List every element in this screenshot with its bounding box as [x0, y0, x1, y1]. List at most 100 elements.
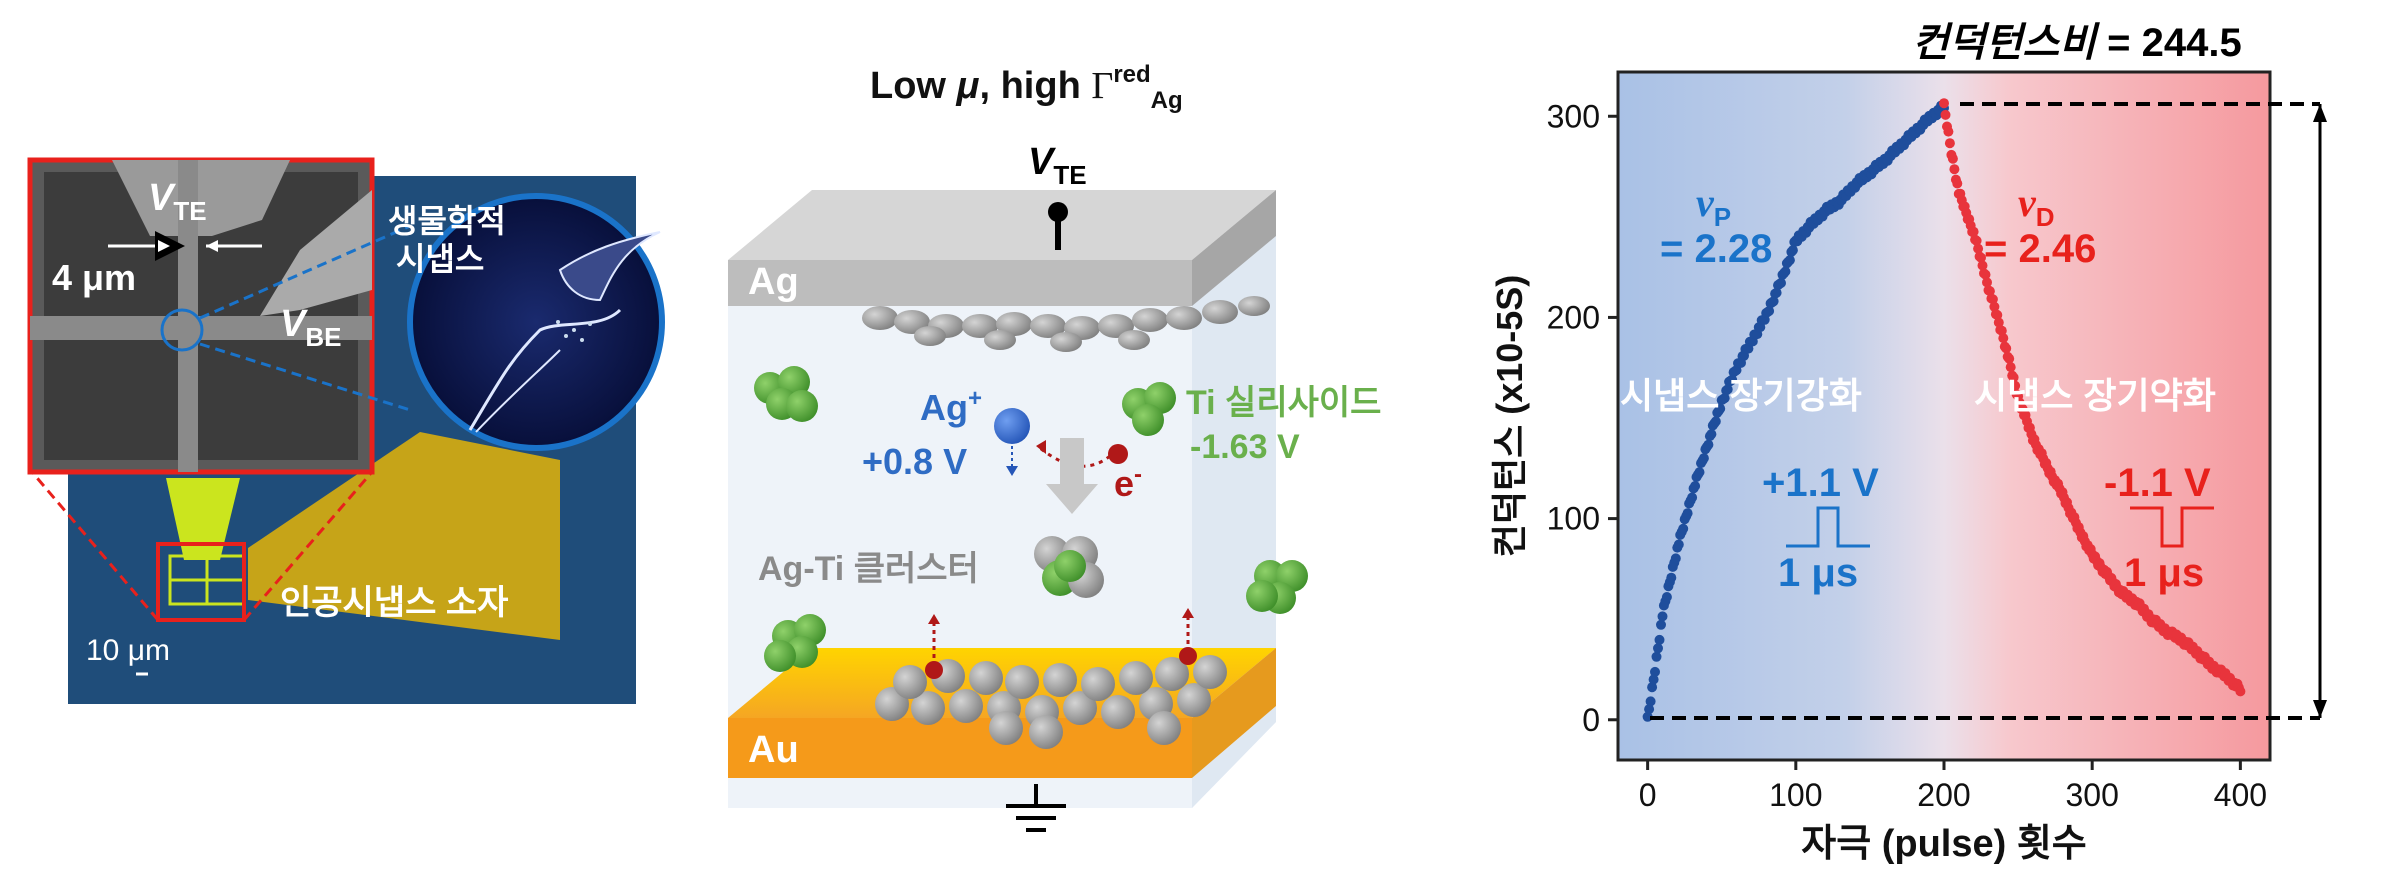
data-point-potentiation	[1661, 592, 1672, 602]
ag-bumps	[862, 296, 1270, 352]
device-electrode-tip	[166, 478, 240, 560]
ti-silicide-cluster	[754, 366, 1308, 672]
data-point-potentiation	[1710, 416, 1721, 427]
device-electrode	[248, 432, 560, 640]
data-point-depression	[1947, 153, 1958, 164]
y-axis-title: 컨덕턴스 (x10-5S)	[1489, 275, 1530, 558]
vte-terminal	[1048, 202, 1068, 222]
data-point-depression	[1973, 243, 1984, 254]
data-point-potentiation	[1678, 523, 1689, 534]
data-point-depression	[1989, 301, 2000, 312]
left-panel: VTE 4 μm VBE 생물학적 시냅스 인공시냅스 소자 10 μm	[27, 157, 665, 704]
pos-pulse-label: +1.1 V	[1762, 461, 1879, 505]
electron-label: e-	[1114, 461, 1142, 504]
data-point-depression	[1952, 178, 1963, 189]
data-point-depression	[1944, 138, 1955, 149]
data-point-potentiation	[1715, 403, 1726, 414]
data-point-depression	[1996, 325, 2007, 336]
nu-p-label: νP	[1696, 180, 1731, 232]
x-tick-label: 200	[1917, 777, 1970, 813]
data-point-depression	[1949, 164, 1960, 175]
data-point-depression	[1976, 252, 1986, 263]
tick-layer: 0 100 200 300 400 0 100 200 300	[1547, 98, 2267, 813]
reduction-arrow	[1046, 438, 1098, 514]
data-point-potentiation	[1690, 481, 1701, 491]
data-point-depression	[2235, 686, 2246, 697]
y-tick-label: 300	[1547, 98, 1600, 134]
data-point-depression	[2008, 372, 2019, 383]
data-point-potentiation	[1694, 467, 1705, 478]
data-point-potentiation	[1644, 704, 1655, 715]
chart-marks	[1642, 98, 2246, 722]
y-tick-label: 0	[1582, 702, 1600, 738]
ag-ion-label: Ag+	[920, 385, 982, 428]
ti-silicide-label: Ti 실리사이드	[1186, 384, 1381, 422]
vte-label: VTE	[1028, 141, 1087, 190]
scale-bar-label: 10 μm	[86, 634, 170, 667]
x-tick-label: 400	[2214, 777, 2267, 813]
data-point-potentiation	[1768, 296, 1779, 307]
ltd-label: 시냅스 장기약화	[1974, 375, 2216, 416]
neg-pulse-width: 1 μs	[2124, 551, 2204, 595]
data-point-depression	[1977, 260, 1988, 271]
plot-background	[1618, 72, 2270, 760]
data-point-potentiation	[1722, 384, 1733, 395]
bio-synapse-label-line1: 생물학적	[388, 203, 506, 239]
pos-pulse-icon	[1786, 506, 1870, 548]
data-point-potentiation	[1776, 278, 1786, 288]
ag-ti-cluster	[1034, 536, 1104, 598]
data-point-depression	[1943, 126, 1954, 137]
nu-d-value: = 2.46	[1984, 227, 2096, 271]
zoom-box-small	[156, 542, 246, 622]
data-point-potentiation	[1787, 245, 1798, 256]
pos-pulse-width: 1 μs	[1778, 551, 1858, 595]
data-point-depression	[1968, 226, 1979, 237]
ag-layer-front	[728, 260, 1192, 306]
device-label: 인공시냅스 소자	[280, 584, 508, 622]
au-label: Au	[748, 729, 799, 771]
neg-pulse-icon	[2130, 506, 2214, 548]
data-point-potentiation	[1719, 393, 1730, 404]
data-point-potentiation	[1706, 429, 1717, 440]
x-tick-label: 0	[1639, 777, 1657, 813]
data-point-depression	[1982, 277, 1992, 288]
data-point-depression	[2005, 362, 2016, 373]
nu-d-label: νD	[2018, 180, 2055, 232]
data-point-depression	[1940, 109, 1951, 120]
sem-vbe-label: VBE	[280, 303, 341, 352]
data-point-depression	[1987, 294, 1998, 305]
nu-p-value: = 2.28	[1660, 227, 1772, 271]
middle-panel: Low μ, high ΓredAg Au Ag VTE	[728, 61, 1381, 832]
data-point-potentiation	[1687, 492, 1698, 503]
ag-layer-side	[1192, 190, 1276, 306]
data-point-potentiation	[1698, 453, 1709, 464]
au-layer-side	[1192, 648, 1276, 778]
data-point-potentiation	[1771, 287, 1782, 298]
data-point-potentiation	[1656, 619, 1666, 630]
data-point-depression	[1993, 317, 2004, 328]
data-point-potentiation	[1780, 266, 1791, 277]
electron	[1108, 444, 1128, 464]
data-point-depression	[1971, 235, 1982, 246]
x-tick-label: 300	[2065, 777, 2118, 813]
data-point-depression	[2004, 353, 2015, 364]
data-point-potentiation	[1654, 634, 1665, 645]
ag-ion	[994, 408, 1030, 444]
y-tick-label: 100	[1547, 501, 1600, 537]
x-tick-label: 100	[1769, 777, 1822, 813]
cluster-label: Ag-Ti 클러스터	[758, 550, 979, 588]
y-tick-label: 200	[1547, 299, 1600, 335]
data-point-potentiation	[1657, 611, 1668, 622]
data-point-depression	[1992, 310, 2003, 320]
data-point-potentiation	[1651, 651, 1662, 662]
data-point-potentiation	[1666, 572, 1677, 583]
data-point-depression	[2010, 380, 2021, 391]
x-axis-title: 자극 (pulse) 횟수	[1801, 823, 2087, 865]
bio-synapse-label-line2: 시냅스	[396, 241, 484, 277]
data-point-depression	[2001, 343, 2012, 354]
data-point-potentiation	[1670, 553, 1681, 564]
data-point-potentiation	[1648, 674, 1659, 685]
ag-layer-top	[728, 190, 1276, 260]
neg-pulse-label: -1.1 V	[2104, 461, 2211, 505]
data-point-potentiation	[1682, 508, 1693, 519]
